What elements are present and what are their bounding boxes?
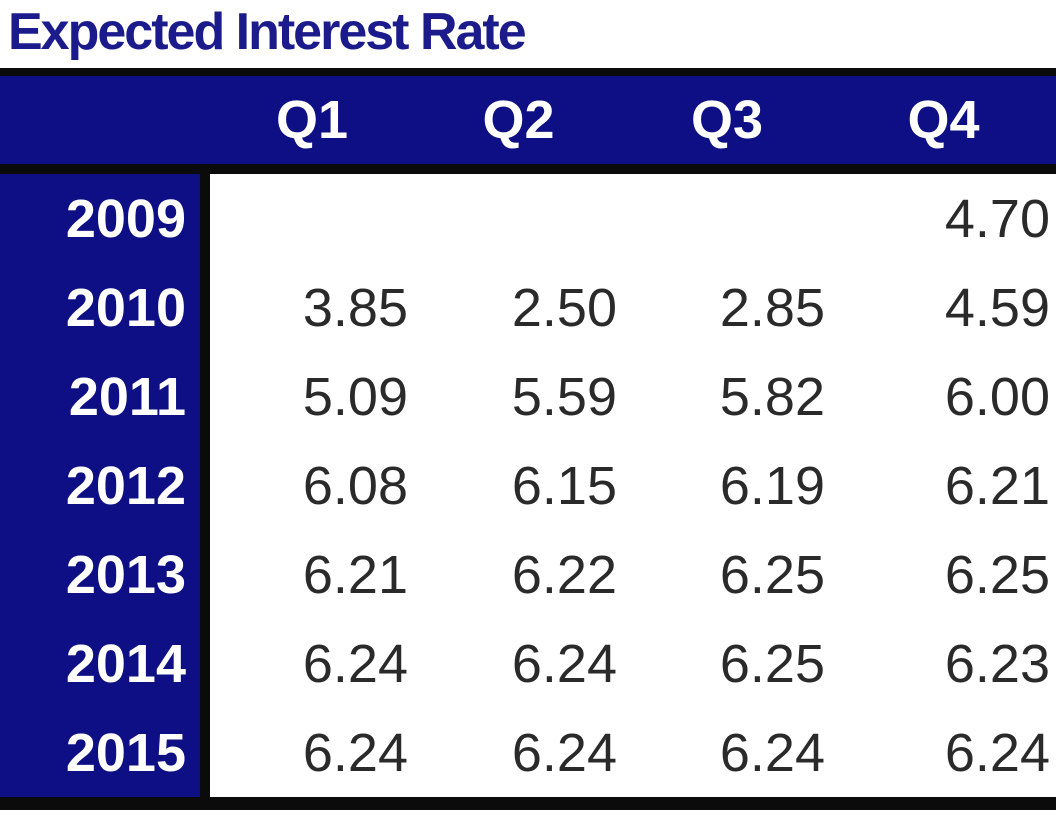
value-cell: 6.25 <box>719 544 825 605</box>
table-header-row: Q1 Q2 Q3 Q4 <box>0 76 1056 164</box>
table-top-border <box>0 68 1056 76</box>
value-cell: 6.25 <box>719 633 825 694</box>
table-row: 2012 6.08 6.15 6.19 6.21 <box>0 441 1056 530</box>
page-title: Expected Interest Rate <box>8 3 527 61</box>
column-header-q2: Q2 <box>482 90 555 150</box>
value-cell: 6.21 <box>302 544 408 605</box>
row-header-year: 2009 <box>0 174 210 263</box>
value-cell: 6.22 <box>511 544 617 605</box>
value-cell: 6.24 <box>511 633 617 694</box>
value-cell: 2.50 <box>511 277 617 338</box>
row-header-year: 2011 <box>0 352 210 441</box>
interest-rate-table: Q1 Q2 Q3 Q4 2009 4.70 2010 3.85 2.50 2.85 4.59 201… <box>0 68 1056 810</box>
column-header-q1: Q1 <box>275 90 349 150</box>
table-body: 2009 4.70 2010 3.85 2.50 2.85 4.59 2011 5.09 5.59… <box>0 174 1056 797</box>
value-cell: 2.85 <box>719 277 825 338</box>
value-cell: 6.24 <box>719 722 825 783</box>
header-separator-rule <box>0 164 1056 174</box>
table-row: 2015 6.24 6.24 6.24 6.24 <box>0 708 1056 797</box>
value-cell: 6.24 <box>944 722 1050 783</box>
value-cell: 5.82 <box>719 366 825 427</box>
value-cell: 6.00 <box>944 366 1050 427</box>
value-cell: 6.19 <box>719 455 825 516</box>
row-header-year: 2015 <box>0 708 210 797</box>
table-row: 2011 5.09 5.59 5.82 6.00 <box>0 352 1056 441</box>
value-cell: 5.09 <box>302 366 408 427</box>
table-bottom-border <box>0 797 1056 810</box>
value-cell: 5.59 <box>511 366 617 427</box>
value-cell: 3.85 <box>302 277 408 338</box>
value-cell: 6.24 <box>302 633 408 694</box>
value-cell: 6.21 <box>944 455 1050 516</box>
value-cell: 6.25 <box>944 544 1050 605</box>
column-header-q4: Q4 <box>907 90 980 150</box>
table-row: 2010 3.85 2.50 2.85 4.59 <box>0 263 1056 352</box>
value-cell: 6.24 <box>302 722 408 783</box>
value-cell: 4.70 <box>944 188 1050 249</box>
row-header-year: 2012 <box>0 441 210 530</box>
value-cell: 4.59 <box>944 277 1050 338</box>
table-row: 2009 4.70 <box>0 174 1056 263</box>
row-header-year: 2014 <box>0 619 210 708</box>
table-row: 2014 6.24 6.24 6.25 6.23 <box>0 619 1056 708</box>
row-header-year: 2013 <box>0 530 210 619</box>
header-corner-cell <box>0 76 210 164</box>
value-cell: 6.23 <box>944 633 1050 694</box>
value-cell: 6.24 <box>511 722 617 783</box>
row-header-year: 2010 <box>0 263 210 352</box>
table-row: 2013 6.21 6.22 6.25 6.25 <box>0 530 1056 619</box>
column-header-q3: Q3 <box>690 90 764 150</box>
value-cell: 6.08 <box>302 455 408 516</box>
value-cell: 6.15 <box>511 455 617 516</box>
